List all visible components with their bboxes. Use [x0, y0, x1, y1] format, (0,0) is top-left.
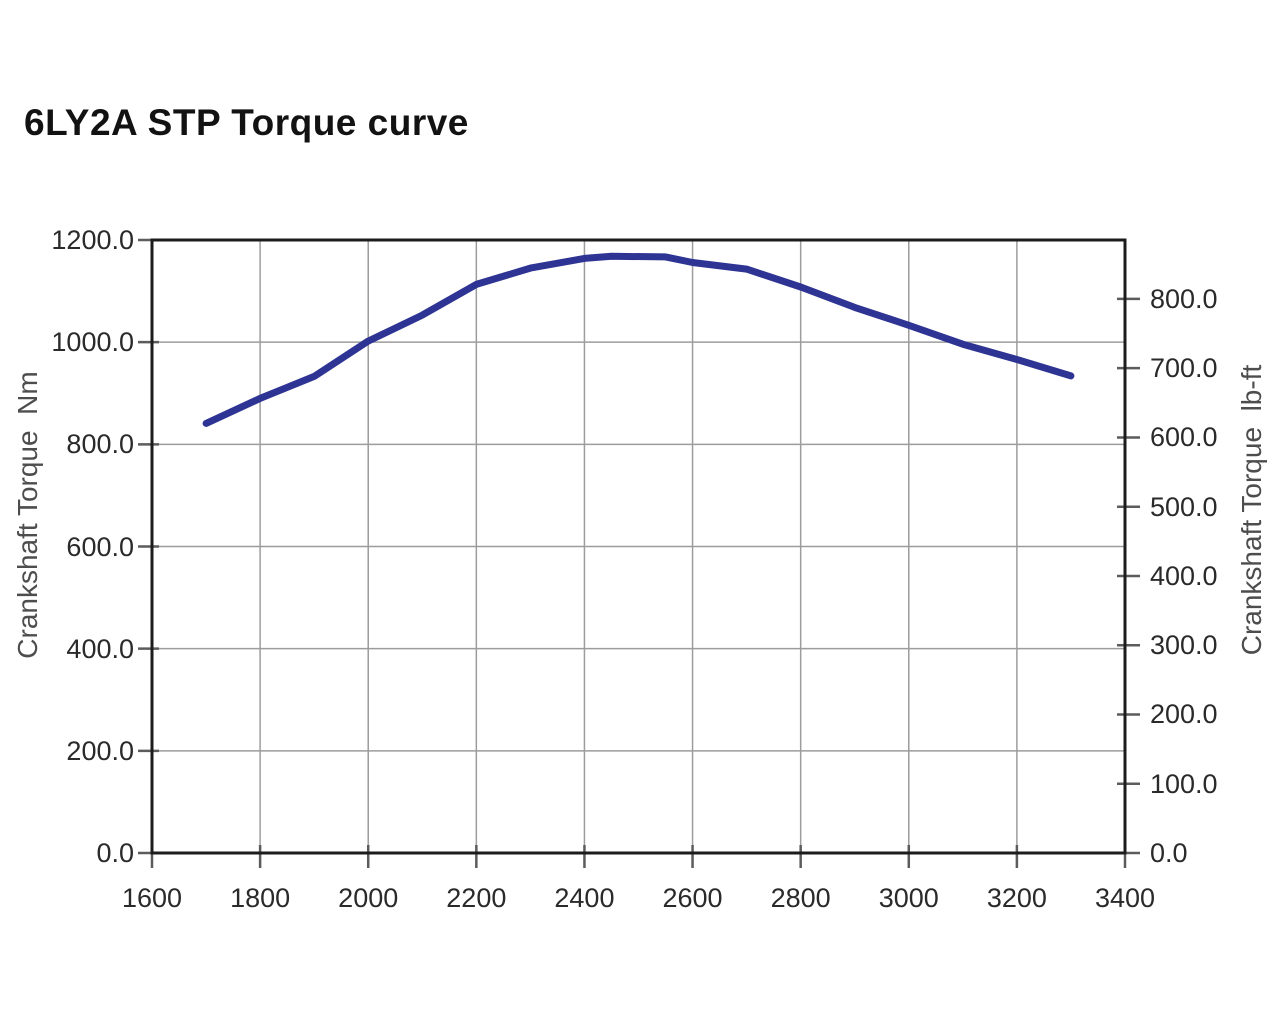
chart-title: 6LY2A STP Torque curve	[24, 102, 469, 143]
right-axis-tick-label: 200.0	[1150, 699, 1218, 730]
x-axis-tick-label: 3400	[1094, 883, 1156, 913]
left-axis-tick-label: 400.0	[66, 633, 134, 664]
left-axis-tick-label: 800.0	[66, 429, 134, 460]
right-axis-tick-label: 700.0	[1150, 353, 1218, 384]
right-axis-tick-label: 100.0	[1150, 768, 1218, 799]
x-axis-tick-label: 2800	[770, 883, 831, 913]
right-axis-tick-label: 400.0	[1150, 560, 1218, 591]
right-axis-tick-label: 800.0	[1150, 283, 1218, 314]
x-axis-tick-label: 3000	[878, 883, 939, 913]
x-axis-tick-label: 2400	[554, 883, 615, 913]
x-axis-tick-label: 2200	[446, 883, 507, 913]
x-axis-tick-label: 2600	[662, 883, 723, 913]
right-axis-tick-label: 0.0	[1150, 838, 1188, 868]
right-axis-tick-label: 500.0	[1150, 491, 1218, 522]
x-axis-tick-label: 1800	[230, 883, 291, 913]
right-axis-tick-label: 300.0	[1150, 630, 1218, 661]
x-axis-tick-label: 3200	[986, 883, 1047, 913]
left-axis-tick-label: 1200.0	[51, 225, 134, 255]
x-axis-tick-label: 2000	[338, 883, 399, 913]
left-axis-tick-label: 200.0	[66, 735, 134, 766]
plot-frame	[150, 238, 1127, 855]
right-axis-tick-label: 600.0	[1150, 422, 1218, 453]
torque-curve-line	[202, 252, 1075, 427]
left-axis-tick-label: 600.0	[66, 531, 134, 562]
left-axis-tick-label: 0.0	[96, 838, 134, 868]
left-axis-tick-label: 1000.0	[51, 327, 134, 358]
x-axis-tick-label: 1600	[121, 883, 183, 913]
